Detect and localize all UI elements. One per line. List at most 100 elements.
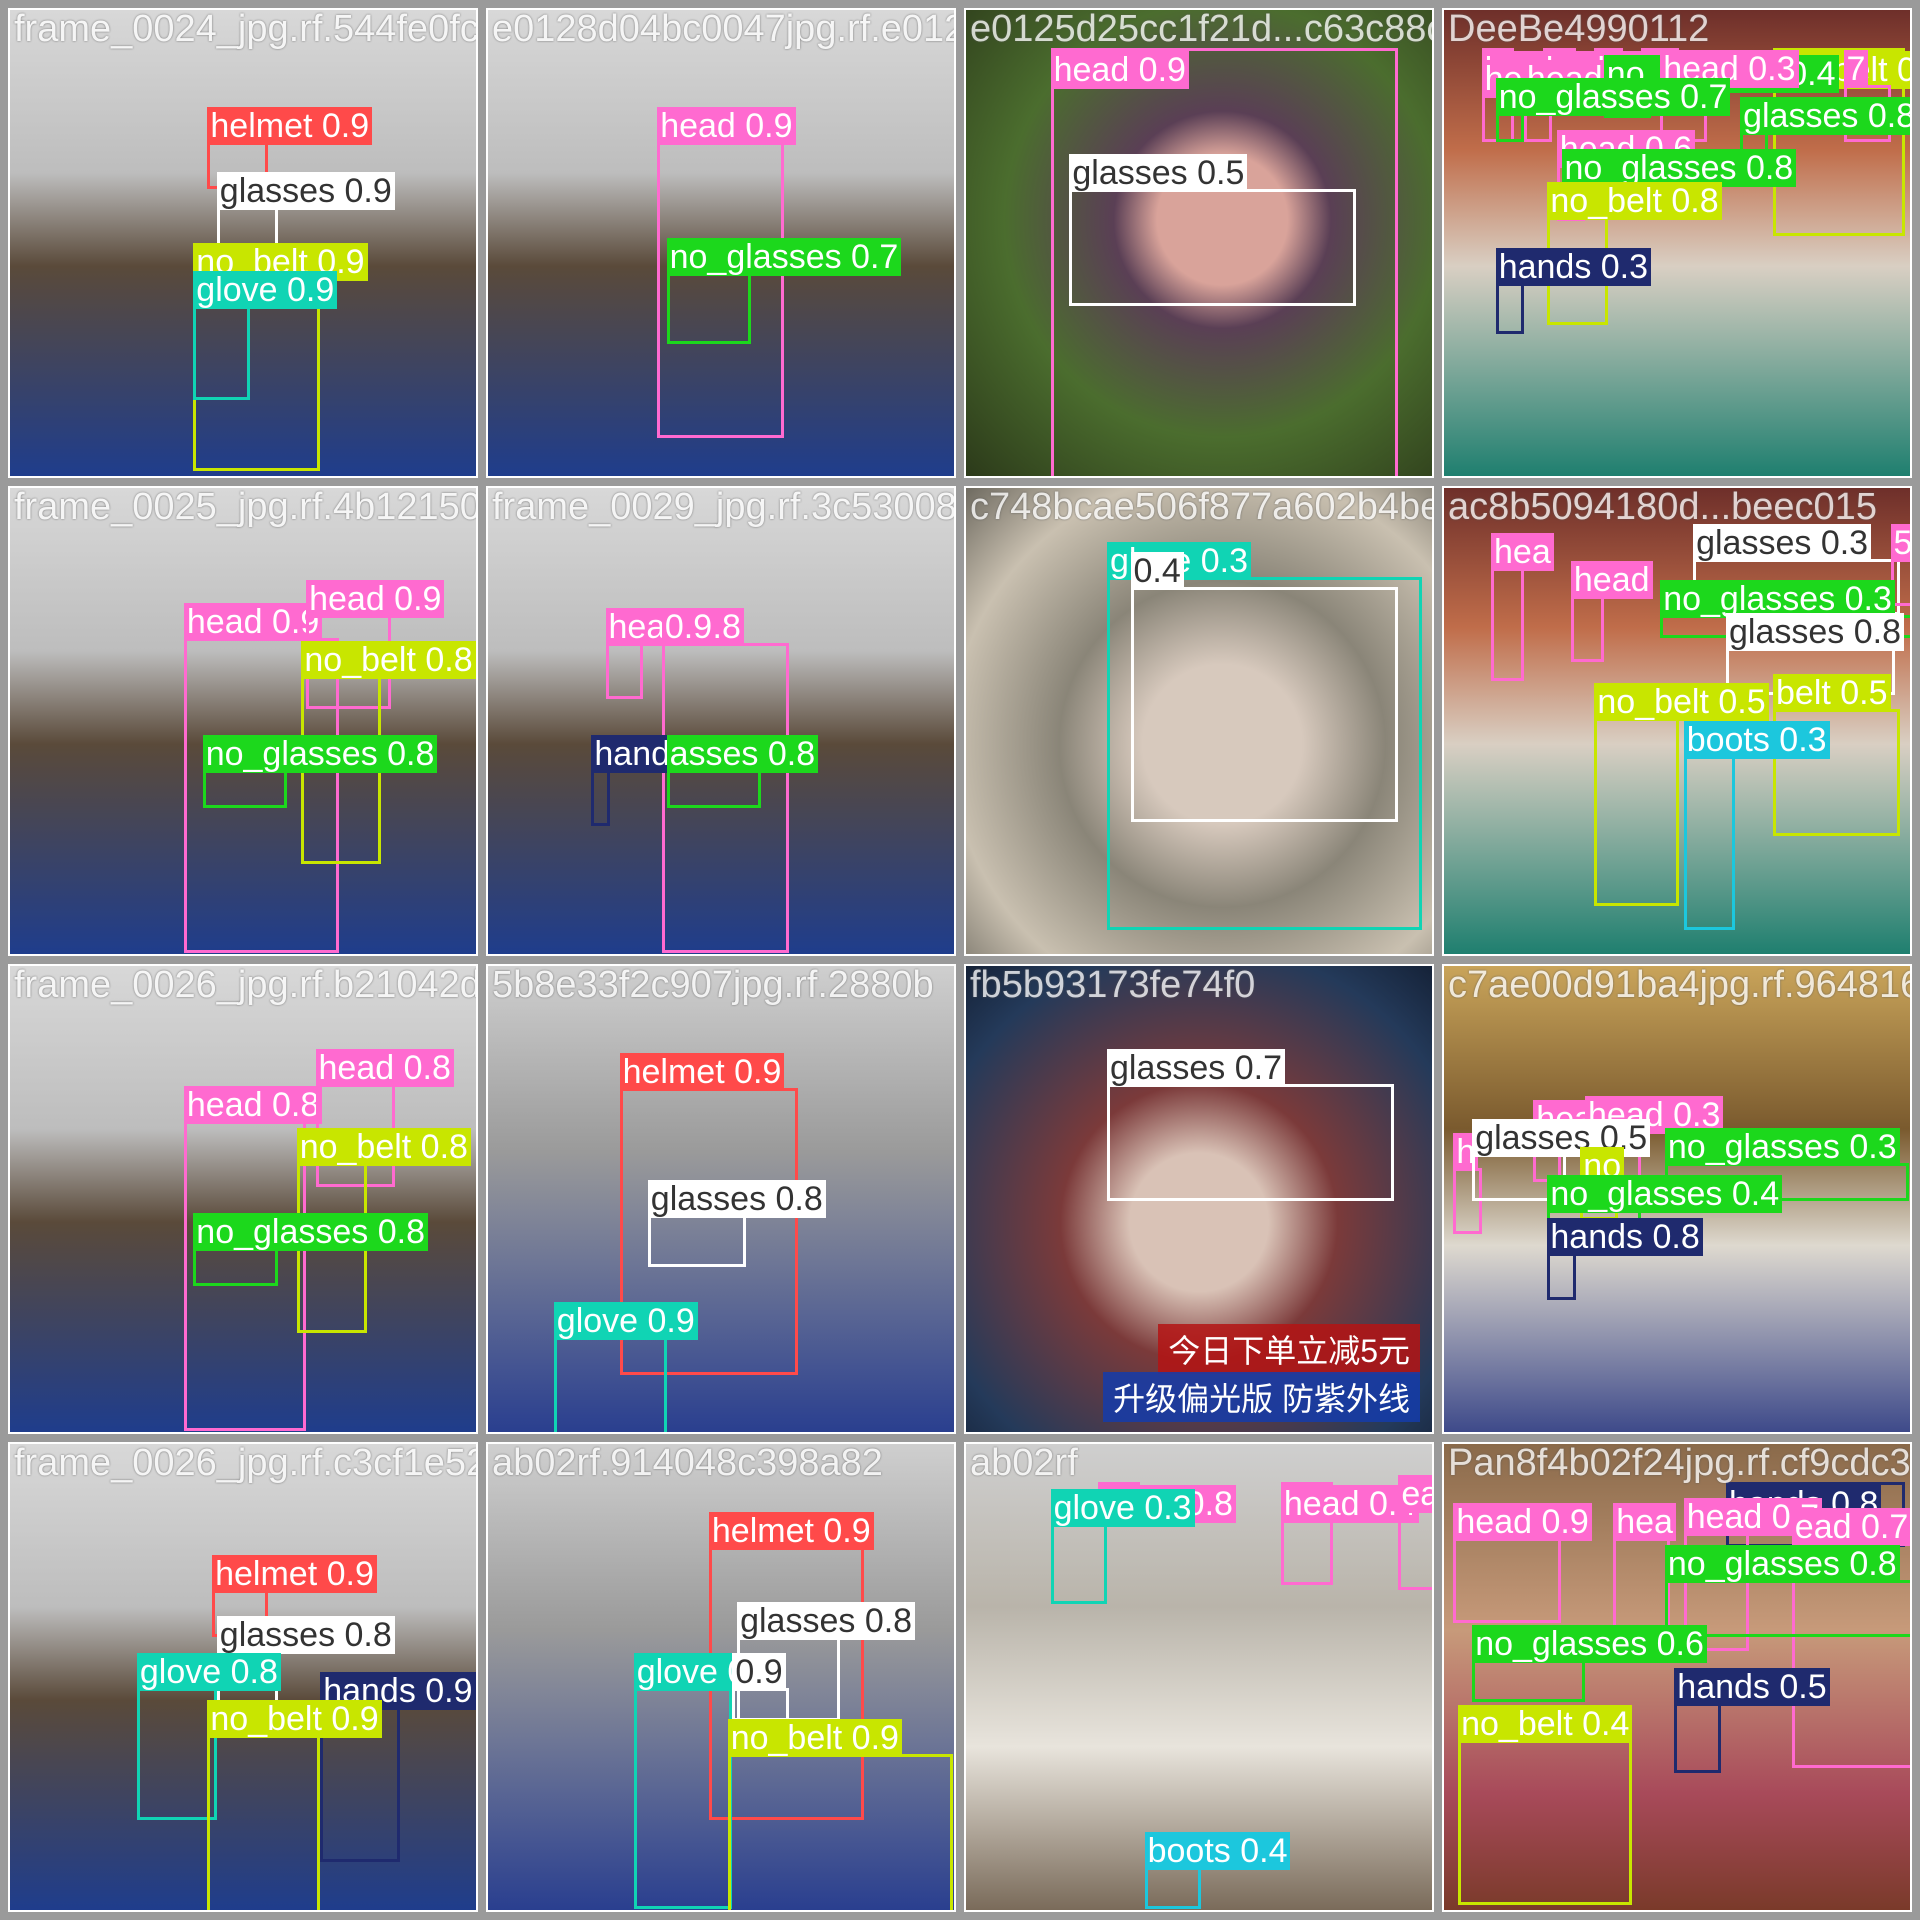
detection-label: boots 0.4 [1144, 1832, 1291, 1870]
detection-label: hands 0.3 [1495, 247, 1652, 286]
detection-label: head 0.8 [315, 1048, 454, 1087]
detection-label: no_belt 0.9 [207, 1700, 382, 1739]
detection-label: glasses 0.8 [737, 1601, 916, 1640]
detection-label: no_glasses 0.7 [666, 238, 902, 277]
detection-box: no_glasses 0.7 [1495, 78, 1731, 142]
prediction-tile: hea head glasses 0.3 5 no_glasses 0.3 glasses… [1442, 486, 1912, 956]
detection-label: 5 [1890, 523, 1910, 562]
tile-image [10, 966, 476, 1432]
detection-label: 0.4 [1130, 551, 1184, 590]
detection-label: helmet 0.9 [708, 1512, 874, 1551]
tile-filename: frame_0026_jpg.rf.b21042d8dc0caa107dab8c… [14, 964, 478, 1006]
detection-box: glasses 0.5 [1069, 153, 1357, 307]
detection-label: 0.9 [661, 608, 716, 647]
detection-label: head 0.9 [1050, 50, 1189, 89]
detection-box: head 0.9 [1050, 47, 1399, 476]
tile-filename: frame_0024_jpg.rf.544fe0fc8e30f49c0047jp… [14, 8, 478, 50]
detection-label: glasses 0.8 [1740, 97, 1910, 136]
tile-filename: DeeBe4990112 [1448, 8, 1710, 50]
detection-label: no_belt 0.8 [296, 1128, 471, 1167]
detection-box: 0.9 [661, 608, 789, 954]
detection-box: head 0.9 [183, 603, 339, 954]
detection-box: head 0.9 [1453, 1503, 1592, 1623]
detection-label: glasses 0.8 [216, 1615, 395, 1654]
detection-label: glasses 0.3 [1693, 523, 1872, 562]
detection-box: no_belt 0.9 [727, 1719, 954, 1910]
detection-label: no_glasses 0.8 [193, 1213, 429, 1251]
detection-label: head 0.9 [183, 603, 323, 642]
detection-box: head 0.8 [315, 1048, 454, 1187]
detection-label: no_glasses 0.8 [1561, 148, 1797, 187]
detection-box: glove 0.9 [553, 1302, 698, 1432]
detection-box: no_glasses 0.7 [666, 238, 902, 344]
detection-label: hands 0.8 [1547, 1217, 1703, 1256]
detection-label: asses 0.8 [666, 735, 819, 773]
detection-box: no_glasses 0.8 [202, 735, 438, 808]
detection-label: no_glasses 0.7 [1495, 78, 1731, 117]
detection-label: ead 0.7 [1791, 1507, 1910, 1546]
detection-label: head 0.9 [306, 579, 445, 618]
detection-label: no_glasses 0.3 [1660, 579, 1895, 618]
detection-box: no_belt 0.5 [1594, 683, 1769, 907]
tile-image [10, 488, 476, 954]
detection-box: hands 0.8 [1547, 1217, 1703, 1300]
detection-label: head 0.8 [183, 1086, 323, 1125]
prediction-tile: head 0.9 head 0.9 no_belt 0.8 no_glasses 0.… [8, 486, 478, 956]
tile-filename: 5b8e33f2c907jpg.rf.2880b [492, 964, 934, 1006]
prediction-tile: head 0.80.9 hands 0.8asses 0.8 frame_0029_… [486, 486, 956, 956]
detection-box: no_glasses 0.8 [1561, 148, 1797, 213]
tile-image [488, 488, 954, 954]
tile-filename: e0125d25cc1f21d...c63c88c83d [970, 8, 1432, 50]
detection-label: glasses 0.9 [216, 172, 395, 211]
detection-label: glove 0.9 [193, 271, 338, 310]
detection-label: head 0.9 [1453, 1503, 1592, 1541]
detection-box: glasses 0.8 [1726, 612, 1904, 695]
tile-filename: c7ae00d91ba4jpg.rf.9648163 [1448, 964, 1912, 1006]
detection-box: hands 0.8 [591, 735, 747, 827]
tile-filename: frame_0026_jpg.rf.c3cf1e525ea4ed0863ab02 [14, 1442, 476, 1484]
detection-box: head [1570, 561, 1653, 662]
prediction-tile: helmet 0.9 glasses 0.8 glove 0.9 5b8e33f2c9… [486, 964, 956, 1434]
detection-box: no_glasses 0.3 [1664, 1128, 1910, 1201]
detection-box: glove 0.9 [193, 271, 338, 401]
detection-label: head 0.3 [1585, 1095, 1724, 1134]
detection-label: glasses 0.5 [1069, 153, 1248, 192]
detection-label: no_belt 0.8 [301, 641, 476, 679]
tile-filename: ac8b5094180d...beec015 [1448, 486, 1877, 528]
detection-box: hands 0.3 [1495, 247, 1652, 335]
ad-watermark-line1: 今日下单立减5元 [1158, 1324, 1420, 1374]
tile-filename: ab02rf.914048c398a82 [492, 1442, 883, 1484]
ad-watermark-line2: 升级偏光版 防紫外线 [1103, 1372, 1420, 1422]
detection-label: glasses 0.8 [1726, 612, 1904, 651]
detection-box: head 0.8 [183, 1086, 323, 1432]
tile-filename: c748bcae506f877a602b4be [970, 486, 1434, 528]
prediction-tile: head 0.8 head 0.8 no_belt 0.8 no_glasses 0.… [8, 964, 478, 1434]
tile-filename: frame_0025_jpg.rf.4b12150f1ac4f08293b0 [14, 486, 478, 528]
detection-box: glove 0.3 [1050, 1488, 1195, 1604]
detection-label: no_belt 0.8 [1547, 181, 1722, 220]
detection-label: 0.9 [732, 1653, 786, 1692]
detection-label: belt 0.5 [1773, 673, 1891, 712]
prediction-tile: helmet 0.9 glasses 0.9 no_belt 0.9 glove 0.… [8, 8, 478, 478]
detection-box: head 0.9 [657, 106, 796, 438]
detection-label: glasses 0.7 [1107, 1048, 1285, 1087]
detection-box: no_glasses 0.4 [1547, 1175, 1783, 1239]
detection-box: hands 0.5 [1674, 1667, 1830, 1773]
tile-filename: frame_0029_jpg.rf.3c530089c748bcae506f87… [492, 486, 956, 528]
detection-label: no_belt 0.5 [1594, 683, 1769, 722]
detection-box: helmet 0.9 [212, 1554, 377, 1637]
detection-box: ead 0.7 [1791, 1507, 1910, 1769]
detection-label: no_glasses 0.8 [1664, 1545, 1900, 1584]
detection-label: helmet 0.9 [619, 1053, 785, 1092]
tile-filename: fb5b93173fe74f0 [970, 964, 1256, 1006]
detection-box: glasses 0.7 [1107, 1048, 1394, 1201]
detection-label: head [1570, 561, 1653, 600]
detection-label: glasses 0.8 [647, 1180, 826, 1219]
prediction-tile: helmet 0.9 glasses 0.8 glove 0.8 hands 0.9 n… [8, 1442, 478, 1912]
detection-box: no_belt 0.4 [1458, 1705, 1633, 1905]
tile-filename: ab02rf [970, 1442, 1078, 1484]
detection-label: no_belt 0.9 [727, 1719, 902, 1758]
detection-label: helmet 0.9 [212, 1554, 377, 1593]
detection-label: hea [1613, 1503, 1676, 1541]
